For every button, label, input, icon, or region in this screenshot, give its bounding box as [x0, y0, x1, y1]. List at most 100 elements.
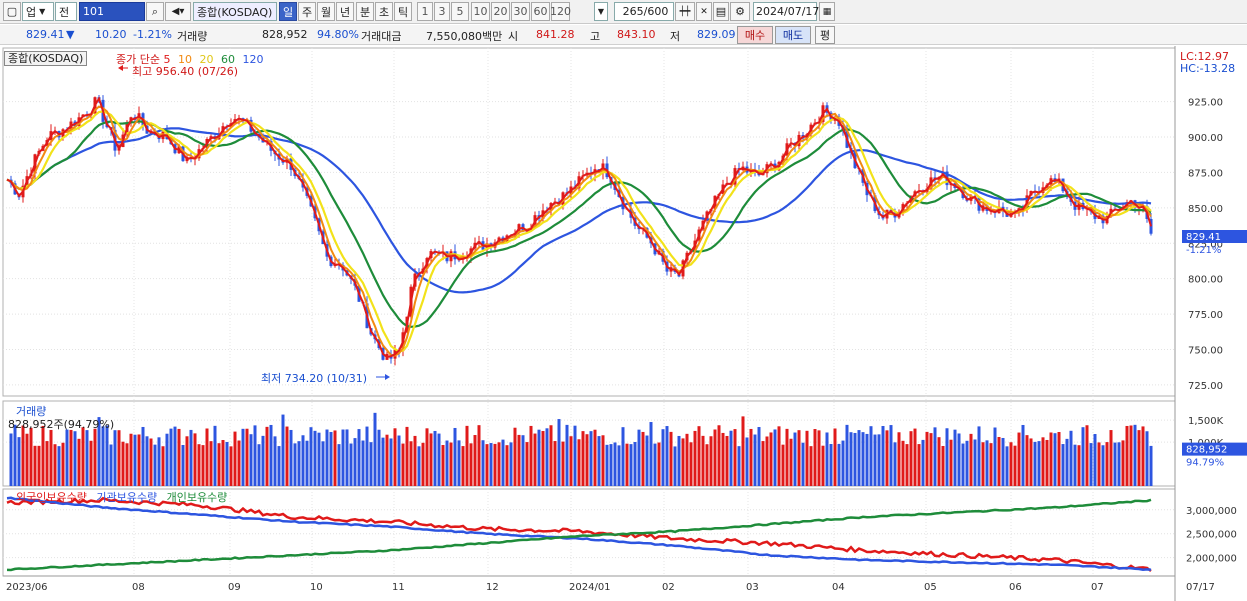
- volume-bar: [353, 438, 357, 486]
- volume-bar: [121, 441, 125, 486]
- volume-bar: [253, 425, 257, 486]
- interval-button-20[interactable]: 20: [491, 2, 510, 21]
- period-button-2[interactable]: 월: [317, 2, 335, 21]
- sell-button[interactable]: 매도: [775, 26, 811, 44]
- last-price-value: 829.41: [1186, 232, 1221, 243]
- crosshair-icon[interactable]: ✕: [696, 2, 712, 21]
- period-button-5[interactable]: 초: [375, 2, 393, 21]
- holdings-tick-label: 2,000,000: [1186, 554, 1237, 565]
- volume-bar: [285, 426, 289, 486]
- x-axis-label: 11: [392, 582, 405, 593]
- volume-bar: [201, 445, 205, 486]
- interval-button-10[interactable]: 10: [471, 2, 490, 21]
- volume-bar: [401, 443, 405, 486]
- volume-bar: [149, 438, 153, 486]
- foreign-holdings-label: 외국인보유수량: [16, 491, 87, 504]
- volume-bar: [793, 432, 797, 486]
- market-select[interactable]: 업 ▼: [22, 2, 54, 21]
- volume-bar: [57, 446, 61, 486]
- volume-tick-label: 1,500K: [1188, 416, 1224, 427]
- period-button-3[interactable]: 년: [336, 2, 354, 21]
- volume-bar: [757, 427, 761, 486]
- volume-bar: [477, 425, 481, 486]
- volume-bar: [213, 425, 217, 486]
- prev-select[interactable]: 전: [55, 2, 77, 21]
- volume-bar: [1037, 441, 1041, 486]
- volume-bar: [845, 424, 849, 486]
- interval-button-5[interactable]: 5: [451, 2, 469, 21]
- volume-bar: [473, 435, 477, 486]
- period-button-4[interactable]: 분: [356, 2, 374, 21]
- volume-bar: [597, 436, 601, 486]
- period-button-0[interactable]: 일: [279, 2, 297, 21]
- volume-bar: [313, 430, 317, 486]
- interval-button-60[interactable]: 60: [531, 2, 550, 21]
- volume-bar: [1149, 445, 1153, 486]
- price-panel-title[interactable]: 종합(KOSDAQ): [4, 51, 88, 66]
- volume-bar: [281, 414, 285, 486]
- price-tick-label: 850.00: [1188, 204, 1223, 215]
- volume-panel-title[interactable]: 거래량: [16, 405, 47, 418]
- volume-bar: [341, 429, 345, 486]
- volume-bar: [925, 431, 929, 486]
- buy-button[interactable]: 매수: [737, 26, 773, 44]
- volume-bar: [13, 424, 17, 486]
- volume-bar: [729, 430, 733, 486]
- volume-bar: [629, 444, 633, 486]
- volume-bar: [157, 437, 161, 486]
- low-annotation: 최저 734.20 (10/31): [261, 372, 368, 385]
- volume-bar: [569, 436, 573, 486]
- gear-icon[interactable]: ⚙: [730, 2, 750, 21]
- save-icon[interactable]: ▤: [713, 2, 729, 21]
- candles-icon[interactable]: ┿┿: [675, 2, 695, 21]
- eval-button[interactable]: 평: [815, 26, 835, 44]
- volume-label: 거래량: [177, 30, 208, 43]
- chart-area[interactable]: 925.00 900.00 875.00 850.00 825.00 800.00 775.…: [0, 46, 1247, 601]
- volume-bar: [829, 443, 833, 486]
- volume-bar: [133, 434, 137, 486]
- volume-bar: [317, 432, 321, 486]
- chart-type-icon[interactable]: ▢: [3, 2, 21, 21]
- volume-bar: [345, 429, 349, 486]
- volume-bar: [1033, 441, 1037, 486]
- volume-bar: [817, 430, 821, 486]
- volume-bar: [1057, 432, 1061, 486]
- volume-bar: [1133, 424, 1137, 486]
- volume-bar: [721, 432, 725, 486]
- calendar-icon[interactable]: ▦: [819, 2, 835, 21]
- volume-bar: [77, 438, 81, 486]
- volume-bar: [885, 430, 889, 486]
- speaker-icon[interactable]: ◀▾: [165, 2, 191, 21]
- interval-button-30[interactable]: 30: [511, 2, 530, 21]
- volume-bar: [417, 446, 421, 486]
- volume-bar: [49, 429, 53, 486]
- date-field[interactable]: 2024/07/17: [753, 2, 819, 21]
- volume-bar: [277, 446, 281, 486]
- code-input[interactable]: 101: [79, 2, 145, 21]
- volume-bar: [257, 444, 261, 486]
- search-icon[interactable]: ⌕: [146, 2, 164, 21]
- volume-bar: [657, 442, 661, 486]
- chevron-down-icon: ▼: [39, 7, 46, 16]
- chart-canvas[interactable]: 925.00 900.00 875.00 850.00 825.00 800.00 775.…: [0, 46, 1247, 601]
- volume-bar: [809, 446, 813, 486]
- volume-bar: [609, 444, 613, 486]
- period-button-6[interactable]: 틱: [394, 2, 412, 21]
- volume-bar: [917, 444, 921, 486]
- volume-bar: [725, 435, 729, 486]
- dropdown-arrow-icon[interactable]: ▼: [594, 2, 608, 21]
- period-button-1[interactable]: 주: [298, 2, 316, 21]
- volume-bar: [1125, 425, 1129, 486]
- interval-button-1[interactable]: 1: [417, 2, 433, 21]
- volume-bar: [269, 424, 273, 486]
- volume-bar: [733, 429, 737, 486]
- price-tick-label: 750.00: [1188, 346, 1223, 357]
- volume-bar: [889, 425, 893, 486]
- interval-button-3[interactable]: 3: [434, 2, 450, 21]
- volume-bar: [973, 439, 977, 486]
- interval-button-120[interactable]: 120: [550, 2, 571, 21]
- volume-bar: [309, 427, 313, 486]
- last-price-marker: [1182, 230, 1247, 244]
- volume-bar: [741, 416, 745, 486]
- count-field[interactable]: 265/600: [614, 2, 674, 21]
